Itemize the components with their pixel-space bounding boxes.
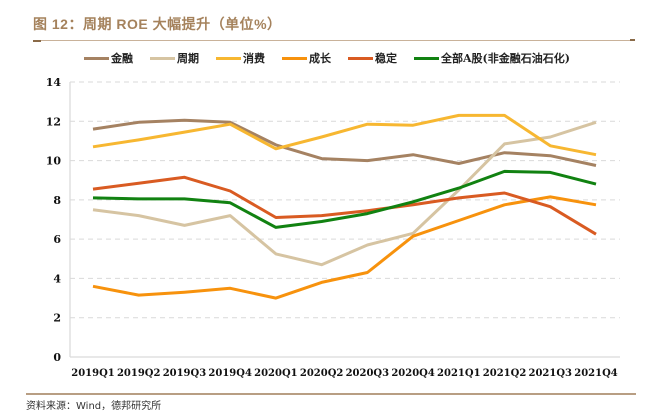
y-tick-label: 4: [53, 272, 61, 285]
y-tick-label: 14: [46, 76, 62, 89]
title-divider-end: [630, 39, 635, 41]
x-tick-label: 2020Q1: [254, 368, 298, 379]
footer-divider: [26, 393, 636, 395]
title-divider: [33, 40, 635, 41]
legend-item: 稳定: [348, 50, 397, 66]
legend-label: 稳定: [375, 52, 397, 65]
legend-swatch: [216, 56, 241, 60]
series-line-2: [92, 113, 597, 157]
x-tick-label: 2021Q2: [483, 368, 527, 379]
y-tick-label: 2: [53, 312, 61, 325]
series-line-0: [92, 118, 597, 167]
legend-label: 消费: [243, 52, 265, 65]
legend-label: 金融: [111, 52, 133, 65]
chart-legend: 金融 周期 消费 成长 稳定 全部A股(非金融石油石化): [84, 50, 587, 66]
legend-swatch: [84, 56, 109, 60]
source-note: 资料来源：Wind，德邦研究所: [26, 401, 162, 412]
x-tick-label: 2019Q4: [208, 368, 252, 379]
x-tick-label: 2021Q4: [574, 368, 618, 379]
legend-swatch: [150, 56, 175, 60]
legend-item: 金融: [84, 50, 133, 66]
y-tick-label: 8: [53, 194, 61, 207]
x-tick-label: 2020Q2: [300, 368, 344, 379]
x-tick-label: 2021Q3: [529, 368, 573, 379]
legend-label: 全部A股(非金融石油石化): [441, 52, 570, 65]
x-tick-label: 2019Q3: [163, 368, 207, 379]
figure-title: 图 12：周期 ROE 大幅提升（单位%）: [33, 16, 282, 32]
legend-label: 成长: [309, 52, 331, 65]
series-line-4: [92, 175, 597, 236]
legend-label: 周期: [177, 52, 199, 65]
x-tick-label: 2019Q1: [71, 368, 115, 379]
title-divider-accent: [33, 40, 41, 42]
legend-swatch: [414, 56, 439, 60]
legend-item: 周期: [150, 50, 199, 66]
series-line-3: [92, 195, 597, 300]
x-tick-label: 2021Q1: [437, 368, 481, 379]
legend-swatch: [348, 56, 373, 60]
y-tick-label: 12: [46, 115, 61, 128]
legend-item: 全部A股(非金融石油石化): [414, 50, 570, 66]
legend-item: 消费: [216, 50, 265, 66]
y-tick-label: 0: [53, 351, 61, 364]
y-tick-label: 10: [46, 155, 62, 168]
series-line-5: [92, 169, 597, 229]
series-line-1: [92, 120, 597, 267]
x-tick-label: 2020Q4: [391, 368, 435, 379]
x-tick-label: 2019Q2: [117, 368, 161, 379]
y-tick-label: 6: [53, 233, 61, 246]
legend-item: 成长: [282, 50, 331, 66]
x-tick-label: 2020Q3: [346, 368, 390, 379]
legend-swatch: [282, 56, 307, 60]
